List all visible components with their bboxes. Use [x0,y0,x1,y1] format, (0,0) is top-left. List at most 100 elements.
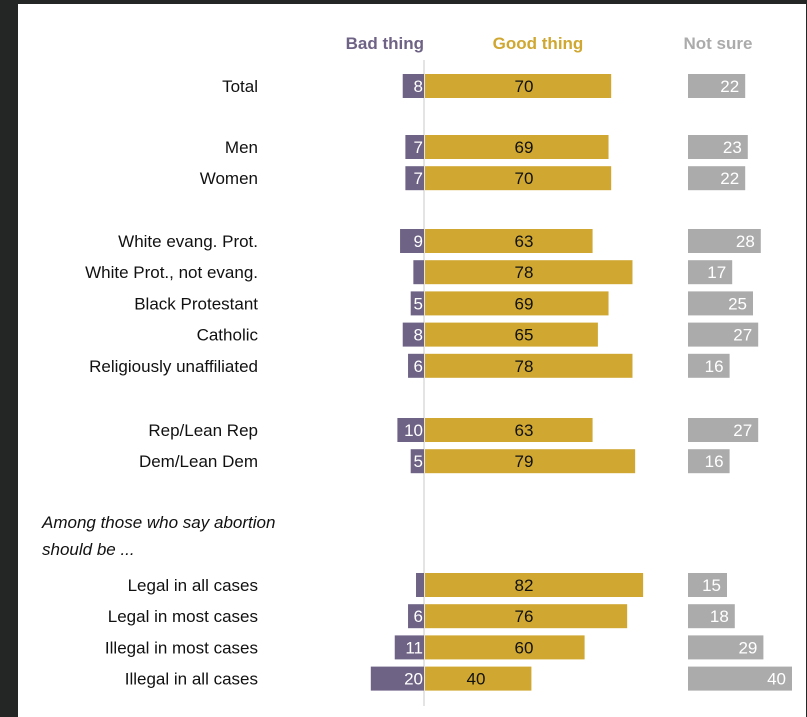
value-good-thing: 82 [515,576,534,595]
value-not-sure: 27 [733,421,752,440]
bar-good-thing [425,353,633,378]
bar-good-thing [425,229,593,253]
bar-bad-thing [416,573,424,597]
value-bad-thing: 11 [405,638,423,657]
value-bad-thing: 6 [414,357,423,376]
value-not-sure: 29 [738,638,757,657]
value-not-sure: 16 [705,452,724,471]
value-not-sure: 22 [720,169,739,188]
bar-good-thing [425,604,628,629]
value-bad-thing: 5 [414,452,423,471]
value-bad-thing: 8 [414,326,423,345]
value-not-sure: 25 [728,294,747,313]
value-not-sure: 18 [710,607,729,626]
value-not-sure: 22 [720,77,739,96]
bar-bad-thing [402,322,424,347]
value-good-thing: 63 [515,232,534,251]
bar-not-sure [688,604,735,629]
value-bad-thing: 7 [414,138,423,157]
bar-not-sure [688,74,746,98]
bar-bad-thing [402,74,424,98]
row-label: Rep/Lean Rep [148,421,258,440]
value-not-sure: 27 [733,326,752,345]
value-good-thing: 79 [515,452,534,471]
bar-not-sure [688,229,761,253]
bar-not-sure [688,666,792,691]
row-label: White evang. Prot. [118,232,258,251]
bar-bad-thing [394,635,424,660]
value-not-sure: 16 [705,357,724,376]
bar-good-thing [425,135,609,159]
bar-not-sure [688,418,759,442]
header-not-sure: Not sure [684,34,753,53]
bar-bad-thing [400,229,424,253]
bar-good-thing [425,573,644,597]
bar-good-thing [425,74,612,98]
value-good-thing: 69 [515,294,534,313]
row-label: Illegal in most cases [105,638,258,657]
bar-not-sure [688,291,753,316]
bar-bad-thing [410,449,424,474]
row-label: Black Protestant [134,294,258,313]
bar-good-thing [425,418,593,442]
bar-bad-thing [413,260,424,285]
row-label: Legal in most cases [108,607,258,626]
bar-good-thing [425,666,532,691]
row-label: Total [222,77,258,96]
chart: Bad thing Good thing Not sure Among thos… [41,34,792,706]
bar-bad-thing [397,418,424,442]
subgroup-note-line-2: should be ... [42,540,135,559]
row-label: Catholic [197,326,259,345]
bar-bad-thing [405,135,424,159]
bar-not-sure [688,260,733,285]
value-bad-thing: 6 [414,607,423,626]
row-label: Legal in all cases [128,576,258,595]
value-good-thing: 70 [515,169,534,188]
value-not-sure: 23 [723,138,742,157]
chart-panel: Bad thing Good thing Not sure Among thos… [18,4,806,717]
value-bad-thing: 9 [414,232,423,251]
value-good-thing: 70 [515,77,534,96]
bar-not-sure [688,166,746,191]
value-bad-thing: 10 [404,421,423,440]
row-label: Men [225,138,258,157]
bar-good-thing [425,291,609,316]
bar-not-sure [688,449,730,474]
value-good-thing: 76 [515,607,534,626]
value-not-sure: 15 [702,576,721,595]
row-label: White Prot., not evang. [85,263,258,282]
value-good-thing: 69 [515,138,534,157]
value-good-thing: 78 [515,357,534,376]
row-label: Dem/Lean Dem [139,452,258,471]
value-bad-thing: 5 [414,294,423,313]
row-label: Illegal in all cases [125,670,258,689]
row-label: Women [200,169,258,188]
value-good-thing: 78 [515,263,534,282]
bar-not-sure [688,573,727,597]
bar-not-sure [688,135,748,159]
bar-good-thing [425,635,585,660]
value-not-sure: 40 [767,670,786,689]
bar-not-sure [688,635,764,660]
value-bad-thing: 8 [414,77,423,96]
header-bad-thing: Bad thing [346,34,424,53]
bar-bad-thing [408,353,424,378]
bar-bad-thing [410,291,424,316]
subgroup-note-line-1: Among those who say abortion [41,513,275,532]
bar-good-thing [425,260,633,285]
value-good-thing: 63 [515,421,534,440]
header-good-thing: Good thing [493,34,584,53]
value-good-thing: 40 [467,670,486,689]
bar-bad-thing [405,166,424,191]
value-good-thing: 65 [515,326,534,345]
value-not-sure: 28 [736,232,755,251]
value-bad-thing: 7 [414,169,423,188]
bar-good-thing [425,449,636,474]
bar-bad-thing [408,604,424,629]
bar-bad-thing [370,666,424,691]
row-label: Religiously unaffiliated [89,357,258,376]
bar-not-sure [688,353,730,378]
bar-good-thing [425,322,598,347]
value-not-sure: 17 [707,263,726,282]
